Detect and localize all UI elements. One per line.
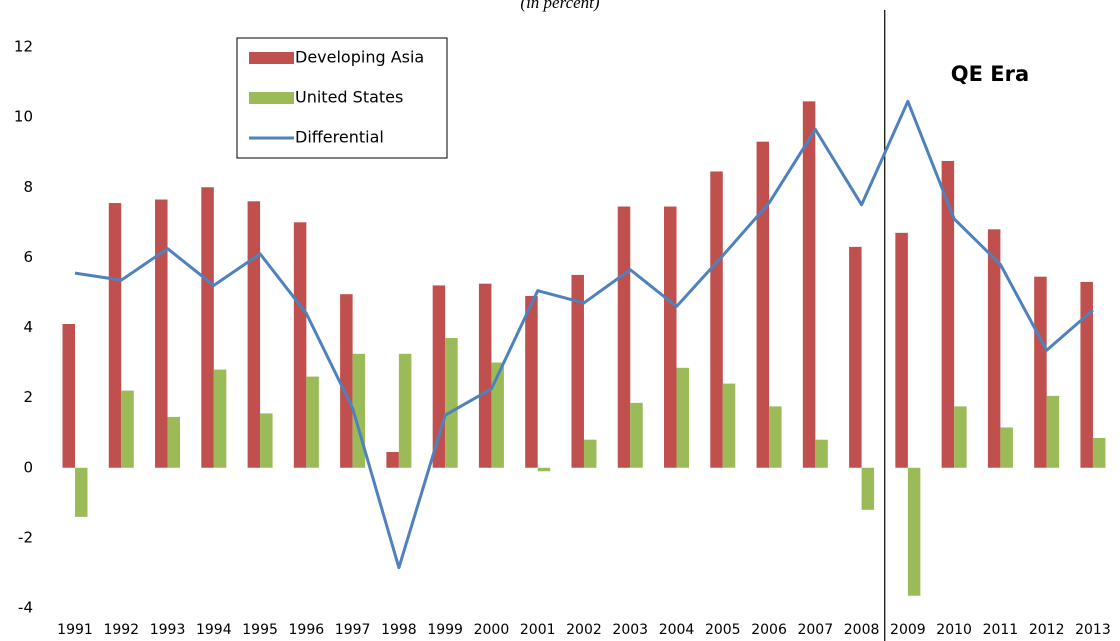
- x-tick-label: 1998: [381, 622, 417, 638]
- bar: [630, 402, 643, 468]
- bar: [861, 467, 875, 510]
- x-tick-label: 2009: [890, 622, 926, 638]
- x-tick-label: 2003: [612, 622, 648, 638]
- y-tick-label: -4: [18, 599, 33, 617]
- bar: [121, 390, 134, 468]
- bar: [155, 199, 168, 468]
- bar: [710, 171, 723, 468]
- bar: [62, 323, 75, 468]
- x-tick-label: 2010: [936, 622, 972, 638]
- bar: [664, 206, 677, 468]
- bar: [676, 367, 690, 468]
- bar: [260, 413, 273, 468]
- bar: [954, 406, 967, 468]
- bar: [987, 229, 1001, 468]
- bar: [537, 467, 551, 472]
- x-tick-label: 1991: [57, 622, 93, 638]
- x-tick-label: 1999: [427, 622, 463, 638]
- x-tick-label: 1997: [335, 622, 371, 638]
- x-tick-label: 1995: [242, 622, 278, 638]
- y-tick-label: 2: [23, 388, 33, 406]
- y-tick-label: 8: [23, 178, 33, 196]
- bar: [769, 406, 782, 468]
- legend-label: Differential: [295, 128, 384, 147]
- bar: [1046, 395, 1060, 468]
- x-tick-label: 1994: [196, 622, 232, 638]
- bar: [293, 222, 307, 468]
- bar: [849, 246, 862, 468]
- x-tick-label: 2007: [797, 622, 833, 638]
- bar: [201, 187, 214, 468]
- annotation: QE Era: [951, 62, 1029, 86]
- chart-subtitle: (in percent): [520, 0, 599, 12]
- x-tick-label: 2002: [566, 622, 602, 638]
- bar: [895, 232, 908, 468]
- bar: [722, 383, 736, 468]
- x-tick-label: 2000: [474, 622, 510, 638]
- bar: [583, 439, 597, 468]
- y-tick-label: 4: [23, 318, 33, 336]
- bar: [1000, 427, 1013, 468]
- bar: [1092, 437, 1106, 468]
- x-tick-label: 1996: [289, 622, 325, 638]
- bar: [815, 439, 828, 468]
- x-tick-label: 2006: [751, 622, 787, 638]
- y-tick-label: 6: [23, 248, 33, 266]
- x-tick-label: 2005: [705, 622, 741, 638]
- x-tick-label: 2004: [659, 622, 695, 638]
- bar: [491, 362, 504, 468]
- bar: [213, 369, 227, 468]
- bar: [247, 201, 261, 468]
- x-tick-label: 2001: [520, 622, 556, 638]
- line: [74, 99, 1094, 570]
- y-tick-label: -2: [18, 528, 33, 546]
- bar: [756, 141, 770, 468]
- bar: [617, 206, 631, 468]
- bar: [398, 353, 412, 468]
- bar: [525, 295, 538, 468]
- bar: [306, 376, 319, 468]
- x-tick-label: 1992: [103, 622, 139, 638]
- bar: [340, 294, 353, 468]
- y-tick-label: 0: [23, 458, 33, 476]
- bar: [445, 338, 458, 468]
- legend-label: United States: [295, 88, 403, 107]
- x-tick-label: 2011: [983, 622, 1019, 638]
- legend-swatch: [249, 52, 294, 64]
- x-tick-label: 2012: [1029, 622, 1065, 638]
- bar: [386, 451, 399, 468]
- y-tick-label: 12: [14, 38, 33, 56]
- bar: [1080, 281, 1093, 468]
- legend-label: Developing Asia: [295, 48, 424, 67]
- bar: [802, 101, 816, 468]
- legend-swatch: [249, 92, 294, 104]
- bar: [478, 283, 492, 468]
- bar: [75, 467, 88, 517]
- bar: [907, 467, 921, 596]
- bar: [571, 274, 584, 468]
- x-tick-label: 2008: [844, 622, 880, 638]
- bar: [941, 160, 955, 468]
- x-tick-label: 1993: [150, 622, 186, 638]
- bar: [108, 203, 122, 468]
- y-tick-label: 10: [14, 108, 33, 126]
- bar: [167, 416, 181, 468]
- bar: [1034, 276, 1047, 468]
- x-tick-label: 2013: [1075, 622, 1111, 638]
